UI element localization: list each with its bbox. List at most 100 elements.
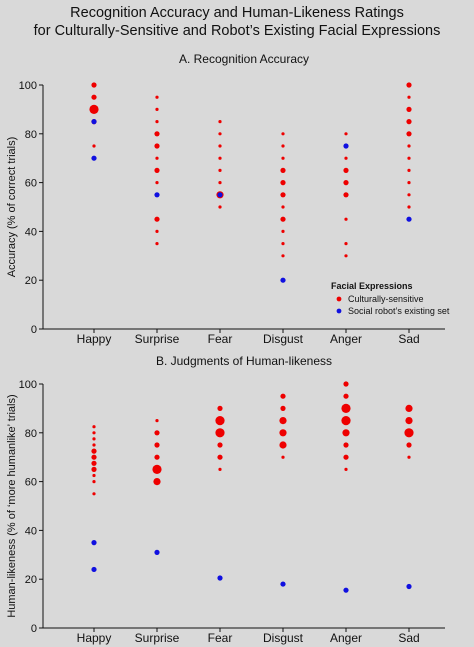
point-a-s0-26 (281, 156, 285, 160)
point-b-s1-1 (91, 566, 97, 573)
x-tick-label-b-fear: Fear (208, 631, 233, 645)
point-a-s0-39 (343, 180, 349, 186)
point-b-s0-0 (92, 425, 96, 429)
point-a-s0-41 (344, 217, 348, 221)
panel-title-a: A. Recognition Accuracy (179, 52, 309, 66)
point-a-s0-5 (155, 95, 159, 99)
point-a-s1-2 (154, 192, 160, 198)
point-a-s0-27 (280, 167, 286, 173)
point-b-s0-8 (92, 473, 96, 478)
y-tick-label-a-20: 20 (25, 275, 37, 287)
x-tick-label-b-surprise: Surprise (135, 631, 180, 645)
point-b-s1-3 (217, 575, 223, 581)
y-axis-label-b: Human-likeness (% of ‘more humanlike’ tr… (6, 394, 18, 617)
point-a-s0-47 (406, 119, 412, 125)
x-tick-label-b-happy: Happy (77, 631, 112, 645)
point-b-s0-25 (279, 417, 287, 425)
y-tick-label-a-60: 60 (25, 178, 37, 190)
point-a-s0-43 (344, 254, 348, 258)
y-tick-label-b-0: 0 (31, 623, 37, 635)
point-b-s1-0 (91, 540, 97, 546)
point-a-s0-30 (281, 205, 285, 209)
point-a-s0-37 (344, 156, 348, 160)
point-b-s0-34 (343, 442, 349, 448)
point-a-s0-11 (154, 167, 160, 173)
point-a-s0-13 (154, 216, 160, 222)
legend-title: Facial Expressions (331, 281, 413, 291)
point-b-s0-3 (92, 443, 96, 447)
point-a-s0-34 (281, 254, 285, 258)
point-b-s0-28 (281, 455, 285, 459)
point-a-s0-29 (280, 192, 286, 198)
point-b-s0-37 (405, 404, 413, 412)
point-b-s0-26 (279, 429, 287, 437)
point-b-s0-13 (154, 442, 160, 448)
point-a-s0-38 (343, 167, 349, 173)
x-tick-label-b-anger: Anger (330, 631, 362, 645)
point-a-s0-20 (218, 168, 222, 172)
point-b-s0-4 (91, 448, 97, 454)
y-tick-label-b-80: 80 (25, 428, 37, 440)
point-b-s0-33 (342, 429, 350, 437)
point-a-s0-46 (406, 106, 412, 112)
point-b-s0-10 (92, 492, 96, 496)
point-b-s0-41 (407, 455, 411, 459)
point-a-s0-28 (280, 180, 286, 186)
y-tick-label-b-100: 100 (19, 379, 37, 391)
point-b-s0-5 (91, 454, 97, 460)
point-a-s0-21 (218, 181, 222, 185)
point-b-s0-15 (152, 464, 162, 474)
point-b-s0-23 (280, 393, 286, 399)
point-a-s0-44 (406, 82, 412, 88)
legend-entry-1: Social robot’s existing set (348, 306, 450, 316)
figure-title-line2: for Culturally-Sensitive and Robot’s Exi… (34, 23, 441, 39)
point-a-s0-42 (344, 242, 348, 246)
point-a-s0-45 (407, 95, 411, 99)
point-a-s0-54 (407, 205, 411, 209)
point-b-s0-27 (279, 441, 287, 449)
point-b-s0-39 (404, 428, 414, 438)
point-a-s0-19 (218, 156, 222, 160)
point-a-s0-9 (154, 143, 160, 149)
point-b-s0-32 (341, 416, 351, 426)
point-a-s0-51 (407, 168, 411, 172)
point-a-s0-52 (407, 181, 411, 185)
point-b-s0-14 (154, 454, 160, 460)
point-b-s0-36 (344, 467, 348, 471)
point-a-s0-23 (218, 205, 222, 209)
point-a-s0-0 (91, 82, 97, 88)
point-a-s1-1 (91, 155, 97, 161)
point-a-s0-8 (154, 131, 160, 137)
x-tick-label-b-disgust: Disgust (263, 631, 304, 645)
point-b-s0-11 (155, 419, 159, 423)
point-a-s0-49 (407, 144, 411, 148)
point-a-s0-4 (92, 144, 96, 148)
point-b-s0-18 (215, 416, 225, 426)
figure-title-line1: Recognition Accuracy and Human-Likeness … (70, 5, 404, 21)
point-b-s0-17 (217, 405, 223, 411)
point-a-s0-1 (91, 94, 97, 100)
panel-title-b: B. Judgments of Human-likeness (156, 354, 332, 368)
point-a-s0-33 (281, 242, 285, 246)
panel-recognition-accuracy: A. Recognition Accuracy 0 20 40 60 80 100 Accur… (6, 52, 450, 346)
point-a-s1-4 (280, 277, 286, 283)
point-b-s0-31 (341, 403, 351, 413)
y-tick-label-b-60: 60 (25, 477, 37, 489)
point-b-s0-21 (217, 454, 223, 460)
point-a-s0-48 (406, 131, 412, 137)
point-a-s0-50 (407, 156, 411, 160)
legend-entry-0: Culturally-sensitive (348, 294, 424, 304)
x-tick-label-a-disgust: Disgust (263, 332, 304, 346)
legend-marker-0 (336, 296, 342, 302)
point-b-s1-6 (406, 583, 412, 590)
point-b-s0-40 (406, 442, 412, 448)
point-a-s0-53 (407, 193, 411, 197)
x-tick-label-a-anger: Anger (330, 332, 362, 346)
point-a-s0-12 (155, 181, 159, 185)
y-tick-label-a-80: 80 (25, 129, 37, 141)
point-a-s0-40 (343, 192, 349, 198)
point-a-s1-5 (343, 143, 349, 149)
point-a-s0-10 (155, 156, 159, 160)
point-b-s0-1 (92, 431, 96, 435)
point-b-s0-16 (153, 478, 161, 486)
